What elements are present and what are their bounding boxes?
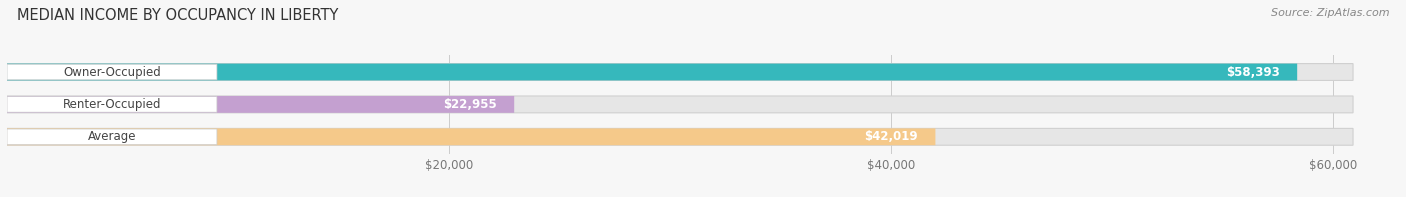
FancyBboxPatch shape [7, 64, 217, 80]
Text: Average: Average [87, 130, 136, 143]
Text: Renter-Occupied: Renter-Occupied [63, 98, 162, 111]
Text: MEDIAN INCOME BY OCCUPANCY IN LIBERTY: MEDIAN INCOME BY OCCUPANCY IN LIBERTY [17, 8, 339, 23]
FancyBboxPatch shape [7, 128, 935, 145]
FancyBboxPatch shape [7, 96, 1353, 113]
Text: Owner-Occupied: Owner-Occupied [63, 66, 160, 79]
Text: $22,955: $22,955 [443, 98, 496, 111]
FancyBboxPatch shape [7, 129, 217, 145]
FancyBboxPatch shape [7, 64, 1353, 80]
FancyBboxPatch shape [7, 128, 1353, 145]
FancyBboxPatch shape [7, 64, 1298, 80]
FancyBboxPatch shape [7, 97, 217, 112]
Text: $42,019: $42,019 [865, 130, 918, 143]
Text: $58,393: $58,393 [1226, 66, 1279, 79]
Text: Source: ZipAtlas.com: Source: ZipAtlas.com [1271, 8, 1389, 18]
FancyBboxPatch shape [7, 96, 515, 113]
